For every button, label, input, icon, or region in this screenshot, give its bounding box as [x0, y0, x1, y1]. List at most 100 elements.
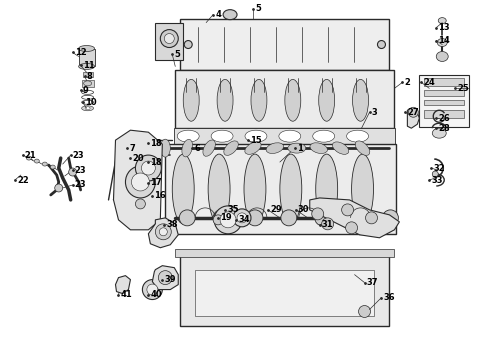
Ellipse shape [438, 18, 446, 24]
Ellipse shape [131, 173, 149, 191]
Bar [175, 71, 394, 82]
Bar [424, 90, 464, 96]
Ellipse shape [218, 72, 236, 80]
Ellipse shape [26, 156, 31, 160]
Ellipse shape [342, 204, 354, 216]
Text: 23: 23 [74, 166, 86, 175]
Polygon shape [407, 108, 419, 128]
Ellipse shape [147, 284, 158, 295]
Bar [165, 144, 396, 234]
Text: 17: 17 [150, 179, 162, 188]
Text: 41: 41 [121, 290, 132, 299]
Ellipse shape [237, 213, 247, 223]
Ellipse shape [316, 154, 338, 224]
Bar [82, 80, 94, 87]
Text: 35: 35 [227, 206, 239, 215]
Text: 6: 6 [194, 144, 200, 153]
Text: 12: 12 [74, 48, 86, 57]
Ellipse shape [285, 80, 301, 121]
Text: 31: 31 [322, 220, 333, 229]
Ellipse shape [279, 130, 301, 142]
Ellipse shape [208, 154, 230, 224]
Text: 19: 19 [220, 213, 232, 222]
Polygon shape [152, 266, 178, 289]
Ellipse shape [82, 106, 94, 111]
Bar [195, 270, 374, 316]
Ellipse shape [333, 142, 349, 154]
Bar [155, 23, 183, 60]
Ellipse shape [281, 210, 297, 226]
Ellipse shape [352, 154, 373, 224]
Text: 24: 24 [423, 78, 435, 87]
Ellipse shape [135, 155, 161, 181]
Ellipse shape [346, 130, 368, 142]
Ellipse shape [203, 140, 216, 156]
Ellipse shape [160, 30, 178, 48]
Ellipse shape [345, 72, 364, 80]
Ellipse shape [55, 184, 63, 192]
Ellipse shape [288, 143, 306, 153]
Ellipse shape [310, 143, 327, 153]
Ellipse shape [348, 210, 365, 226]
Text: 4: 4 [215, 10, 221, 19]
Ellipse shape [84, 81, 92, 86]
Ellipse shape [266, 143, 284, 153]
Text: 2: 2 [404, 78, 410, 87]
Ellipse shape [220, 212, 236, 228]
Ellipse shape [224, 141, 238, 156]
Ellipse shape [172, 154, 194, 224]
Text: 18: 18 [150, 139, 162, 148]
Text: 25: 25 [457, 84, 469, 93]
Ellipse shape [143, 280, 162, 300]
Ellipse shape [353, 80, 368, 121]
Ellipse shape [366, 212, 377, 224]
Text: 8: 8 [87, 72, 92, 81]
Ellipse shape [251, 80, 267, 121]
Text: 23: 23 [73, 150, 84, 159]
Ellipse shape [314, 72, 332, 80]
Ellipse shape [186, 72, 204, 80]
Ellipse shape [245, 130, 267, 142]
Text: 29: 29 [270, 206, 282, 215]
Ellipse shape [183, 80, 199, 121]
Text: 7: 7 [129, 144, 135, 153]
Text: 30: 30 [298, 206, 309, 215]
Text: 16: 16 [154, 192, 166, 201]
Bar [78, 49, 95, 67]
Ellipse shape [143, 142, 154, 154]
Text: 32: 32 [433, 163, 445, 172]
Ellipse shape [158, 271, 172, 285]
Text: 37: 37 [367, 278, 378, 287]
Ellipse shape [213, 210, 229, 226]
Ellipse shape [280, 154, 302, 224]
Bar [424, 100, 464, 105]
Ellipse shape [432, 128, 446, 138]
Ellipse shape [182, 139, 193, 157]
Ellipse shape [244, 154, 266, 224]
Text: 36: 36 [384, 293, 395, 302]
Bar [174, 128, 395, 144]
Ellipse shape [355, 141, 370, 156]
Text: 27: 27 [407, 108, 419, 117]
Text: 33: 33 [431, 176, 443, 185]
Ellipse shape [315, 210, 331, 226]
Ellipse shape [135, 199, 146, 209]
Ellipse shape [432, 171, 438, 177]
Bar [419, 75, 469, 127]
Ellipse shape [213, 215, 223, 225]
Ellipse shape [159, 228, 167, 236]
Ellipse shape [377, 41, 386, 49]
Text: 5: 5 [255, 4, 261, 13]
Ellipse shape [217, 80, 233, 121]
Bar [424, 78, 464, 86]
Ellipse shape [160, 139, 171, 157]
Bar [180, 19, 390, 71]
Ellipse shape [345, 222, 358, 234]
Ellipse shape [436, 51, 448, 62]
Polygon shape [114, 130, 162, 230]
Ellipse shape [359, 306, 370, 318]
Ellipse shape [282, 72, 300, 80]
Ellipse shape [214, 206, 242, 234]
Ellipse shape [177, 130, 199, 142]
Ellipse shape [142, 161, 155, 175]
